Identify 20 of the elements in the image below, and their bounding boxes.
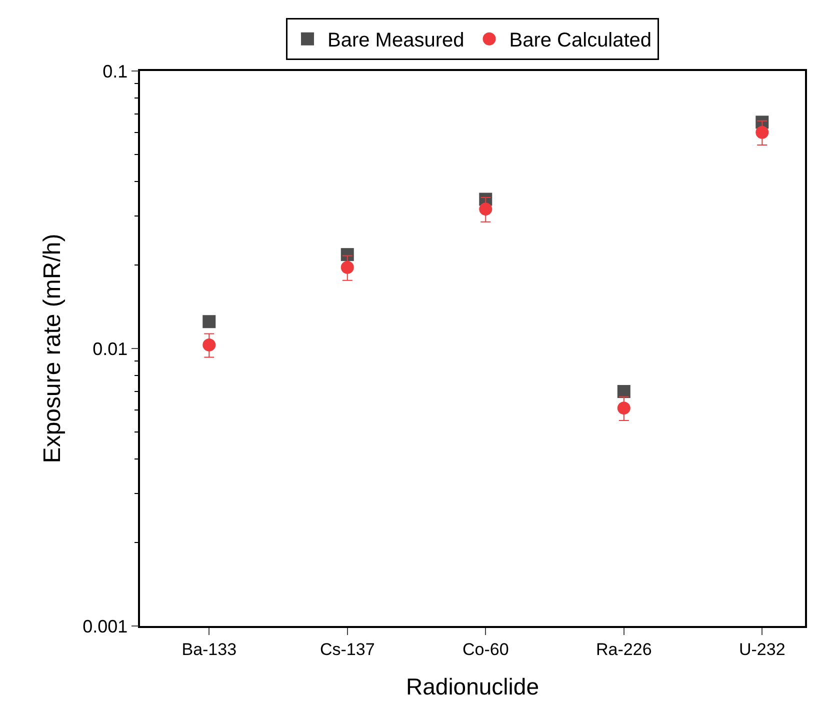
x-tick-label: Ba-133 bbox=[182, 640, 237, 660]
x-tick-label: Cs-137 bbox=[320, 640, 375, 660]
y-tick-label: 0.1 bbox=[102, 61, 128, 82]
x-tick-label: U-232 bbox=[738, 640, 786, 660]
point bbox=[202, 315, 216, 328]
x-axis-title: Radionuclide bbox=[406, 673, 539, 700]
x-tick-label: Ra-226 bbox=[596, 640, 652, 660]
point bbox=[617, 402, 630, 415]
point bbox=[202, 338, 216, 352]
y-tick-label: 0.001 bbox=[82, 616, 128, 636]
y-tick-label: 0.01 bbox=[92, 338, 128, 359]
point bbox=[479, 202, 492, 216]
legend-label: Bare Measured bbox=[328, 30, 464, 52]
y-axis-title: Exposure rate (mR/h) bbox=[39, 234, 66, 464]
legend-label: Bare Calculated bbox=[509, 30, 652, 52]
point bbox=[756, 126, 769, 139]
x-tick-label: Co-60 bbox=[462, 640, 509, 660]
point bbox=[340, 260, 354, 274]
point bbox=[340, 248, 354, 262]
point bbox=[617, 384, 630, 398]
